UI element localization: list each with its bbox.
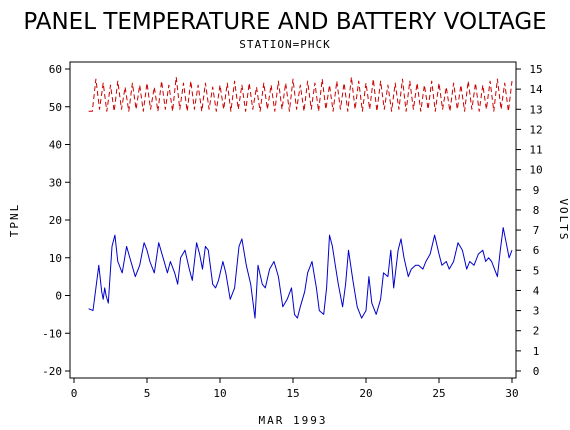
y-axis-ticks: -20 -10 0 10 20 30 40 50 60 bbox=[42, 63, 70, 378]
x-axis-ticks: 0 5 10 15 20 25 30 bbox=[71, 378, 519, 400]
y2-tick-label: 6 bbox=[533, 244, 540, 257]
y-tick-label: -20 bbox=[42, 365, 62, 378]
y2-tick-label: 3 bbox=[533, 305, 540, 318]
x-tick-label: 15 bbox=[286, 387, 299, 400]
y-tick-label: 50 bbox=[49, 101, 62, 114]
y-tick-label: 0 bbox=[55, 290, 62, 303]
y-tick-label: 20 bbox=[49, 214, 62, 227]
y2-tick-label: 9 bbox=[533, 184, 540, 197]
y2-tick-label: 7 bbox=[533, 224, 540, 237]
y2-tick-label: 11 bbox=[529, 144, 542, 157]
y-tick-label: -10 bbox=[42, 327, 62, 340]
series-layer bbox=[88, 76, 513, 319]
y-tick-label: 40 bbox=[49, 139, 62, 152]
x-tick-label: 30 bbox=[505, 387, 518, 400]
y-tick-label: 30 bbox=[49, 176, 62, 189]
series-line-volts bbox=[88, 76, 513, 112]
chart-subtitle: STATION=PHCK bbox=[239, 38, 330, 51]
y2-tick-label: 4 bbox=[533, 284, 540, 297]
plot-frame bbox=[69, 61, 517, 379]
y-tick-label: 10 bbox=[49, 252, 62, 265]
y-axis-label: TPNL bbox=[8, 203, 21, 238]
y2-axis-label: VOLTS bbox=[557, 198, 570, 241]
y2-tick-label: 14 bbox=[529, 83, 543, 96]
y2-tick-label: 2 bbox=[533, 325, 540, 338]
y2-tick-label: 10 bbox=[529, 164, 542, 177]
series-line-tpnl bbox=[88, 227, 513, 319]
x-axis-label: MAR 1993 bbox=[259, 414, 328, 427]
y2-tick-label: 5 bbox=[533, 264, 540, 277]
y2-tick-label: 13 bbox=[529, 103, 542, 116]
x-tick-label: 5 bbox=[144, 387, 151, 400]
x-tick-label: 0 bbox=[71, 387, 78, 400]
y2-tick-label: 15 bbox=[529, 63, 542, 76]
y2-tick-label: 8 bbox=[533, 204, 540, 217]
x-tick-label: 10 bbox=[213, 387, 226, 400]
y2-tick-label: 1 bbox=[533, 345, 540, 358]
x-tick-label: 25 bbox=[432, 387, 445, 400]
y2-tick-label: 12 bbox=[529, 123, 542, 136]
chart-title: PANEL TEMPERATURE AND BATTERY VOLTAGE bbox=[23, 9, 546, 35]
y2-tick-label: 0 bbox=[533, 365, 540, 378]
y-tick-label: 60 bbox=[49, 63, 62, 76]
x-tick-label: 20 bbox=[359, 387, 372, 400]
